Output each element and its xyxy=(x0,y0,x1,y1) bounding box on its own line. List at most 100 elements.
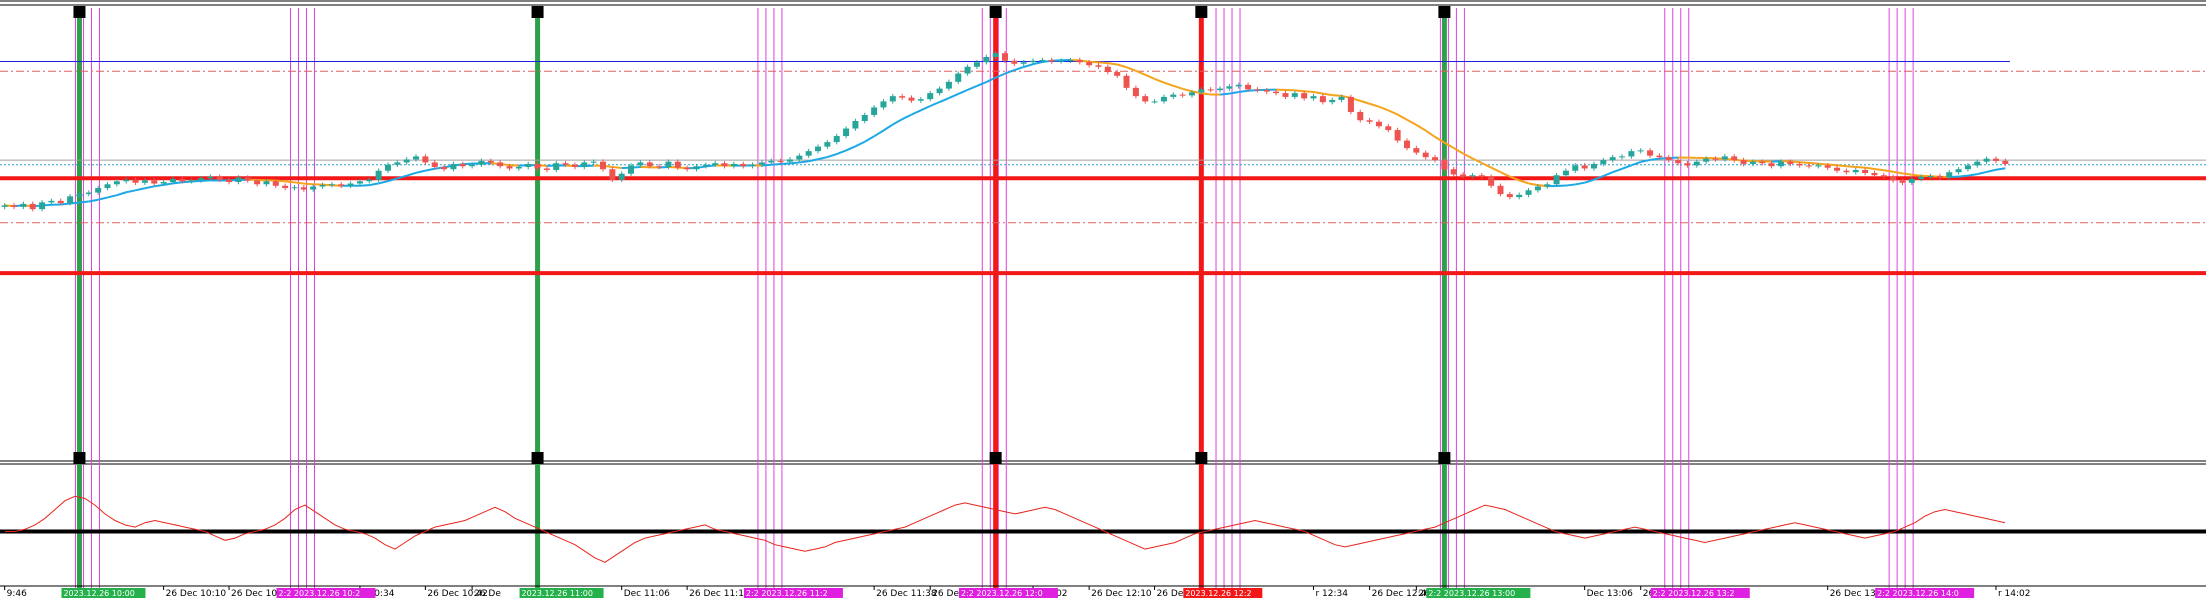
moving-average-segment xyxy=(1313,91,1324,95)
candle-bullish xyxy=(1927,175,1934,177)
candle-bearish xyxy=(534,163,541,169)
candle-bullish xyxy=(1777,161,1784,167)
moving-average-segment xyxy=(60,202,71,206)
moving-average-segment xyxy=(1621,164,1632,170)
candle-bullish xyxy=(450,163,457,170)
marker-bottom-square xyxy=(989,452,1002,464)
candle-bullish xyxy=(1749,161,1756,164)
candle-bearish xyxy=(1282,93,1289,97)
candle-bearish xyxy=(1880,175,1887,177)
candle-bullish xyxy=(590,161,597,163)
candle-bearish xyxy=(1488,176,1495,186)
moving-average-segment xyxy=(1322,92,1333,97)
candle-bullish xyxy=(394,162,401,165)
candle-bullish xyxy=(1188,92,1195,96)
moving-average-segment xyxy=(1294,89,1305,93)
moving-average-segment xyxy=(1163,81,1174,87)
candle-bullish xyxy=(347,183,354,186)
moving-average-segment xyxy=(1528,182,1539,187)
axis-time-tag-label: 2023.12.26 12:2 xyxy=(1185,589,1251,598)
moving-average-segment xyxy=(369,182,379,187)
candle-bullish xyxy=(702,164,709,167)
candle-bearish xyxy=(1656,155,1663,158)
candle-bearish xyxy=(179,179,186,182)
moving-average-segment xyxy=(1219,92,1230,96)
candle-bullish xyxy=(1721,156,1728,160)
moving-average-segment xyxy=(1864,166,1875,170)
axis-tick-label: 26 Dec 11:38 xyxy=(876,589,937,598)
candle-bullish xyxy=(1469,175,1476,177)
marker-top-square xyxy=(1438,6,1451,18)
candle-bearish xyxy=(1992,158,1999,161)
moving-average-segment xyxy=(294,181,304,185)
candle-bullish xyxy=(1226,86,1233,89)
candle-bullish xyxy=(1534,186,1541,191)
moving-average-segment xyxy=(406,171,417,177)
candle-bullish xyxy=(469,164,476,167)
moving-average-segment xyxy=(1304,90,1314,93)
candle-bullish xyxy=(198,178,204,181)
candle-bullish xyxy=(693,166,700,170)
candle-bearish xyxy=(1319,96,1326,103)
candle-bearish xyxy=(1123,75,1130,88)
candle-bullish xyxy=(263,181,270,185)
candle-bullish xyxy=(1609,157,1616,161)
moving-average-segment xyxy=(116,191,127,197)
moving-average-segment xyxy=(1126,66,1137,72)
candle-bullish xyxy=(637,162,644,166)
candle-bearish xyxy=(1862,169,1869,173)
candle-bullish xyxy=(403,159,410,163)
candle-bearish xyxy=(1142,96,1149,102)
candle-bearish xyxy=(1095,65,1102,67)
candle-bearish xyxy=(1048,59,1055,62)
candle-bullish xyxy=(1553,175,1560,185)
moving-average-segment xyxy=(70,201,80,205)
moving-average-segment xyxy=(1443,141,1455,149)
moving-average-segment xyxy=(1014,66,1025,72)
candle-bullish xyxy=(1983,158,1990,162)
moving-average-segment xyxy=(1425,129,1436,138)
candle-bearish xyxy=(254,180,261,185)
candle-bearish xyxy=(1002,53,1008,61)
candle-bullish xyxy=(1198,89,1205,93)
candle-bearish xyxy=(1404,140,1410,149)
candle-bearish xyxy=(29,203,36,210)
candle-bearish xyxy=(1787,161,1794,164)
candle-bearish xyxy=(600,161,606,170)
candle-bearish xyxy=(1245,84,1252,90)
candle-bearish xyxy=(1806,165,1812,167)
candle-bullish xyxy=(665,161,672,167)
candle-bullish xyxy=(1693,161,1700,166)
moving-average-segment xyxy=(88,198,99,203)
moving-average-segment xyxy=(172,181,183,185)
candle-bearish xyxy=(721,163,728,167)
moving-average-segment xyxy=(182,180,192,184)
candle-bullish xyxy=(76,194,83,197)
moving-average-segment xyxy=(901,113,912,121)
candle-bearish xyxy=(1375,121,1382,127)
candle-bearish xyxy=(1759,161,1766,164)
moving-average-segment xyxy=(387,177,398,183)
moving-average-segment xyxy=(303,182,314,186)
moving-average-segment xyxy=(97,196,108,201)
candle-bullish xyxy=(1562,170,1569,176)
moving-average-segment xyxy=(1116,63,1127,69)
candle-bearish xyxy=(1768,163,1775,167)
axis-tick-label: r 12:34 xyxy=(1316,589,1349,598)
moving-average-segment xyxy=(1986,168,1997,173)
candle-bullish xyxy=(618,173,625,180)
moving-average-segment xyxy=(995,72,1006,79)
moving-average-segment xyxy=(957,88,969,95)
moving-average-segment xyxy=(1593,175,1604,181)
candle-bullish xyxy=(1291,93,1298,97)
candle-bullish xyxy=(85,192,92,195)
candle-bullish xyxy=(1235,84,1242,87)
candle-bearish xyxy=(1675,160,1682,164)
candle-bearish xyxy=(1347,96,1354,112)
oscillator-line xyxy=(5,495,2006,563)
moving-average-segment xyxy=(873,129,884,138)
candle-bullish xyxy=(824,142,831,147)
candle-bullish xyxy=(833,136,840,143)
candle-bearish xyxy=(1478,175,1485,177)
axis-tick-label: Dec 13:06 xyxy=(1587,589,1633,598)
